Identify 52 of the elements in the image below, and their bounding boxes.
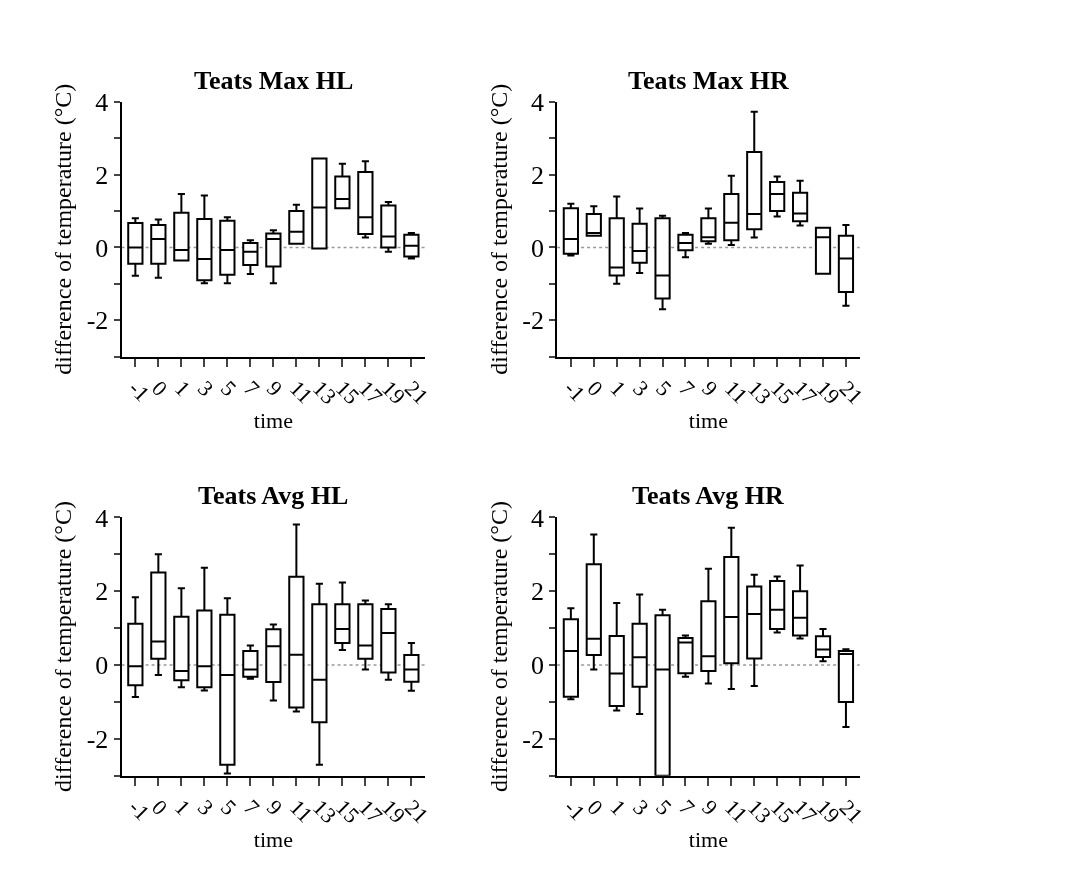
chart-title: Teats Max HL	[194, 66, 354, 95]
y-tick-label: 0	[530, 651, 544, 681]
chart-title: Teats Avg HR	[632, 481, 784, 510]
x-axis-title: time	[688, 408, 728, 434]
x-axis-title: time	[688, 827, 728, 853]
x-tick-label: 9	[697, 794, 723, 821]
y-tick-label: -2	[522, 724, 544, 754]
y-tick-label: 4	[530, 503, 544, 533]
y-tick-label: 0	[95, 651, 109, 681]
x-tick-label: 3	[628, 375, 654, 402]
y-axis-title: difference of temperature (°C)	[485, 83, 512, 375]
y-tick-label: -2	[522, 306, 544, 336]
y-tick-label: 0	[530, 233, 544, 263]
x-tick-label: 5	[216, 375, 242, 402]
y-tick-label: -2	[86, 724, 109, 754]
x-tick-label: 0	[147, 375, 173, 402]
y-axis-title: difference of temperature (°C)	[50, 501, 77, 793]
x-tick-label: 1	[605, 375, 631, 402]
x-axis-title: time	[253, 408, 293, 434]
x-tick-label: 7	[239, 375, 265, 402]
y-tick-label: 2	[95, 577, 109, 607]
x-tick-label: 9	[262, 375, 288, 402]
y-tick-label: 2	[95, 160, 109, 190]
y-axis-title: difference of temperature (°C)	[50, 83, 77, 375]
x-tick-label: 9	[262, 794, 288, 821]
x-tick-label: 1	[605, 794, 631, 821]
x-tick-label: 5	[651, 375, 677, 402]
x-tick-label: 3	[193, 375, 219, 402]
x-tick-label: 9	[697, 375, 723, 402]
x-tick-label: 7	[239, 794, 265, 821]
y-tick-label: 4	[95, 503, 109, 533]
x-tick-label: 5	[216, 794, 242, 821]
chart-title: Teats Max HR	[628, 66, 790, 95]
x-tick-label: 1	[170, 794, 196, 821]
x-tick-label: 7	[674, 794, 700, 821]
y-axis-title: difference of temperature (°C)	[485, 501, 512, 793]
y-tick-label: 2	[530, 160, 544, 190]
x-tick-label: 3	[628, 794, 654, 821]
y-tick-label: 2	[530, 577, 544, 607]
x-axis-title: time	[253, 827, 293, 853]
x-tick-label: 7	[674, 375, 700, 402]
y-tick-label: 4	[530, 87, 544, 117]
y-tick-label: 4	[95, 87, 109, 117]
chart-title: Teats Avg HL	[198, 481, 349, 510]
x-tick-label: 0	[582, 794, 608, 821]
x-tick-label: 1	[170, 375, 196, 402]
x-tick-label: 5	[651, 794, 677, 821]
y-tick-label: -2	[86, 306, 109, 336]
x-tick-label: 3	[193, 794, 219, 821]
y-tick-label: 0	[95, 233, 109, 263]
x-tick-label: 0	[582, 375, 608, 402]
x-tick-label: 0	[147, 794, 173, 821]
